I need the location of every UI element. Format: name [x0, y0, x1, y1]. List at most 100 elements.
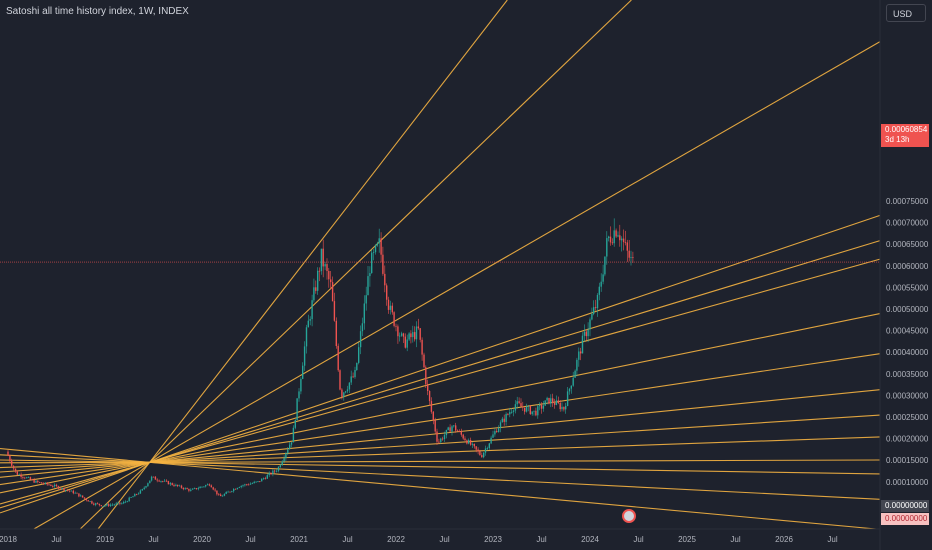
candle-body [115, 503, 117, 505]
candle-body [59, 488, 61, 490]
candle-body [503, 418, 505, 422]
candle-body [117, 502, 119, 504]
candle-body [214, 489, 216, 491]
candle-body [380, 238, 382, 255]
candle-body [587, 329, 589, 337]
candle-body [524, 407, 526, 412]
candle-body [40, 482, 43, 484]
candle-body [406, 339, 408, 348]
candle-body [356, 362, 358, 370]
candle-body [566, 391, 569, 406]
candle-body [268, 472, 270, 476]
candle-body [608, 236, 610, 239]
candle-body [221, 495, 224, 497]
candle-body [305, 327, 308, 347]
fan-ray[interactable] [33, 41, 881, 530]
candle-body [283, 458, 285, 462]
time-tick-label: 2020 [193, 535, 211, 544]
fan-ray[interactable] [0, 214, 881, 514]
candle-body [184, 488, 186, 490]
candle-body [111, 504, 114, 506]
candle-body [173, 485, 175, 486]
candle-body [147, 483, 149, 487]
price-axis[interactable]: 0.00075000 0.00070000 0.00065000 0.00060000… [886, 197, 929, 508]
candle-body [137, 493, 140, 495]
tradingview-logo-icon[interactable] [622, 509, 636, 523]
candle-body [236, 487, 239, 490]
candle-body [156, 479, 158, 481]
fan-ray[interactable] [0, 448, 877, 530]
candle-body [417, 326, 420, 329]
candle-body [123, 502, 125, 504]
candle-body [162, 481, 164, 482]
time-axis[interactable]: 2018 Jul 2019 Jul 2020 Jul 2021 Jul 2022 Jul 2023 J… [0, 535, 838, 544]
candle-body [509, 412, 511, 415]
candle-body [203, 486, 205, 488]
candle-body [309, 319, 311, 321]
candle-body [9, 455, 11, 462]
candle-body [188, 489, 190, 491]
candle-body [486, 448, 489, 449]
candle-body [326, 264, 328, 271]
candle-body [428, 391, 431, 402]
candle-body [294, 420, 296, 428]
price-tick-label: 0.00025000 [886, 413, 929, 422]
candle-body [78, 493, 80, 497]
candle-body [195, 488, 198, 490]
candle-body [126, 501, 129, 503]
currency-button[interactable]: USD [886, 4, 926, 22]
candle-body [529, 406, 531, 415]
candle-body [315, 287, 317, 291]
time-tick-label: Jul [536, 535, 546, 544]
candle-body [408, 333, 410, 340]
candle-body [290, 442, 293, 445]
candle-body [279, 465, 281, 467]
candle-body [365, 295, 367, 304]
candle-body [206, 484, 209, 486]
candle-body [274, 470, 276, 472]
candle-body [609, 236, 612, 243]
candle-body [606, 238, 608, 257]
candle-body [520, 403, 522, 407]
candle-body [160, 481, 162, 482]
candle-body [178, 485, 181, 487]
candle-body [445, 429, 448, 436]
candle-body [583, 331, 586, 336]
fan-ray[interactable] [79, 0, 632, 530]
candle-body [83, 497, 86, 499]
candle-body [180, 485, 183, 488]
candle-body [182, 487, 184, 490]
candle-body [212, 487, 214, 490]
price-tick-label: 0.00055000 [886, 283, 929, 292]
fan-ray[interactable] [97, 0, 508, 530]
candle-body [537, 406, 539, 416]
candle-body [456, 430, 459, 432]
time-tick-label: 2019 [96, 535, 114, 544]
candle-body [205, 485, 207, 487]
candle-body [87, 500, 89, 502]
candle-body [430, 401, 433, 412]
candle-body [423, 354, 425, 368]
candle-body [346, 389, 349, 392]
candle-body [393, 312, 395, 326]
candle-body [26, 477, 28, 479]
fan-ray[interactable] [0, 436, 881, 469]
candle-body [70, 490, 73, 492]
candle-body [576, 359, 578, 371]
candle-body [100, 505, 102, 507]
candle-body [37, 480, 39, 483]
time-tick-label: 2026 [775, 535, 793, 544]
candle-body [425, 367, 427, 385]
candle-body [121, 503, 123, 505]
candle-body [484, 448, 487, 453]
fan-ray[interactable] [0, 353, 881, 486]
candle-body [604, 256, 606, 275]
candle-body [512, 410, 515, 412]
candle-body [488, 443, 490, 448]
gann-fan[interactable] [0, 0, 881, 530]
candle-body [369, 273, 371, 277]
candle-body [85, 498, 87, 501]
candle-body [570, 385, 572, 389]
candle-body [246, 484, 248, 486]
